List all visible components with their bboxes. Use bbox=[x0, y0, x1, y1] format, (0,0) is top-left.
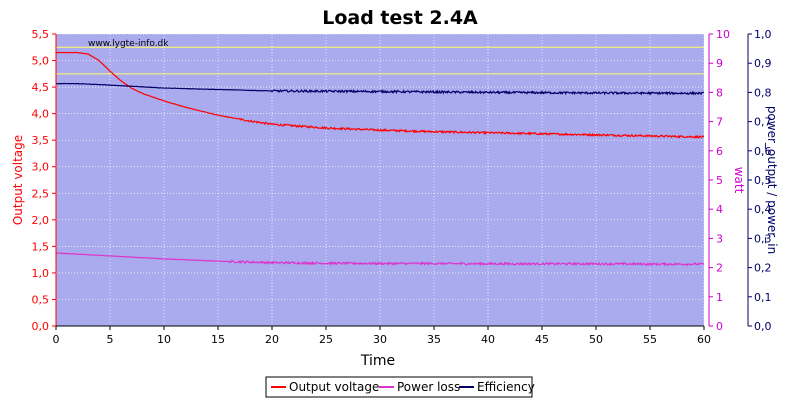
chart-title: Load test 2.4A bbox=[322, 7, 478, 29]
right-watt-tick-label: 7 bbox=[716, 116, 723, 129]
x-tick-label: 35 bbox=[427, 333, 441, 346]
left-tick-label: 5,5 bbox=[32, 28, 50, 41]
axes: 0 5 10 15 20 25 30 35 40 45 50 55 600,00,51,01,52,02… bbox=[32, 28, 772, 346]
legend: Output voltage Power loss Efficiency bbox=[265, 376, 535, 398]
left-tick-label: 3,5 bbox=[32, 134, 50, 147]
x-tick-label: 0 bbox=[53, 333, 60, 346]
left-tick-label: 4,5 bbox=[32, 81, 50, 94]
x-axis-title: Time bbox=[360, 353, 395, 369]
series-line-output-voltage bbox=[55, 51, 705, 139]
right-efficiency-tick-label: 0,8 bbox=[754, 86, 772, 99]
right-efficiency-tick-label: 0,0 bbox=[754, 320, 772, 333]
right-efficiency-tick-label: 0,1 bbox=[754, 291, 772, 304]
left-axis-title: Output voltage bbox=[11, 135, 25, 225]
right-axis-watt-title: watt bbox=[732, 167, 746, 194]
x-tick-label: 25 bbox=[319, 333, 333, 346]
x-tick-label: 10 bbox=[157, 333, 171, 346]
right-watt-tick-label: 2 bbox=[716, 262, 723, 275]
x-tick-label: 55 bbox=[643, 333, 657, 346]
x-tick-label: 30 bbox=[373, 333, 387, 346]
x-tick-label: 60 bbox=[697, 333, 711, 346]
left-tick-label: 1,0 bbox=[32, 267, 50, 280]
left-tick-label: 4,0 bbox=[32, 108, 50, 121]
right-efficiency-tick-label: 0,7 bbox=[754, 116, 772, 129]
right-watt-tick-label: 5 bbox=[716, 174, 723, 187]
legend-label-output-voltage: Output voltage bbox=[289, 380, 379, 394]
right-efficiency-tick-label: 0,5 bbox=[754, 174, 772, 187]
series-line-efficiency bbox=[55, 82, 705, 96]
right-efficiency-tick-label: 0,4 bbox=[754, 203, 772, 216]
left-tick-label: 0,0 bbox=[32, 320, 50, 333]
legend-label-power-loss: Power loss bbox=[397, 380, 460, 394]
left-tick-label: 1,5 bbox=[32, 240, 50, 253]
x-tick-label: 20 bbox=[265, 333, 279, 346]
right-watt-tick-label: 3 bbox=[716, 232, 723, 245]
left-tick-label: 5,0 bbox=[32, 55, 50, 68]
legend-label-efficiency: Efficiency bbox=[477, 380, 535, 394]
x-tick-label: 50 bbox=[589, 333, 603, 346]
left-tick-label: 2,0 bbox=[32, 214, 50, 227]
x-tick-label: 45 bbox=[535, 333, 549, 346]
right-watt-tick-label: 4 bbox=[716, 203, 723, 216]
right-watt-tick-label: 10 bbox=[716, 28, 730, 41]
x-tick-label: 40 bbox=[481, 333, 495, 346]
right-efficiency-tick-label: 1,0 bbox=[754, 28, 772, 41]
plot-background bbox=[56, 34, 704, 326]
right-efficiency-tick-label: 0,9 bbox=[754, 57, 772, 70]
right-watt-tick-label: 1 bbox=[716, 291, 723, 304]
series-line-power-loss bbox=[55, 252, 705, 267]
legend-box bbox=[265, 376, 533, 398]
watermark-text: www.lygte-info.dk bbox=[88, 39, 169, 49]
right-efficiency-tick-label: 0,3 bbox=[754, 232, 772, 245]
right-efficiency-tick-label: 0,6 bbox=[754, 145, 772, 158]
right-efficiency-tick-label: 0,2 bbox=[754, 262, 772, 275]
plot-area bbox=[55, 33, 705, 327]
x-tick-label: 15 bbox=[211, 333, 225, 346]
right-axis-efficiency-title: power_output / power_in bbox=[765, 106, 779, 254]
left-tick-label: 0,5 bbox=[32, 293, 50, 306]
left-tick-label: 3,0 bbox=[32, 161, 50, 174]
right-watt-tick-label: 8 bbox=[716, 86, 723, 99]
right-watt-tick-label: 0 bbox=[716, 320, 723, 333]
right-watt-tick-label: 6 bbox=[716, 145, 723, 158]
x-tick-label: 5 bbox=[107, 333, 114, 346]
right-watt-tick-label: 9 bbox=[716, 57, 723, 70]
left-tick-label: 2,5 bbox=[32, 187, 50, 200]
